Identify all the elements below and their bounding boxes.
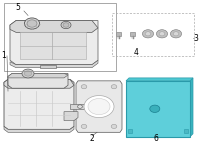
Bar <box>130 32 135 36</box>
Text: 6: 6 <box>154 134 158 143</box>
Polygon shape <box>8 74 68 78</box>
Circle shape <box>145 32 151 36</box>
Polygon shape <box>190 78 193 137</box>
Circle shape <box>81 124 87 128</box>
Text: 5: 5 <box>16 3 20 12</box>
Circle shape <box>27 20 37 27</box>
Text: 3: 3 <box>194 34 198 43</box>
Text: 4: 4 <box>134 48 138 57</box>
Polygon shape <box>4 79 74 88</box>
Polygon shape <box>76 81 122 132</box>
Polygon shape <box>70 104 84 109</box>
Bar <box>112 13 194 56</box>
Polygon shape <box>64 112 78 121</box>
Text: 2: 2 <box>90 134 94 143</box>
Bar <box>116 32 121 36</box>
Bar <box>184 129 188 133</box>
Circle shape <box>111 124 117 128</box>
Circle shape <box>88 98 110 115</box>
Polygon shape <box>40 65 56 68</box>
Circle shape <box>81 85 87 89</box>
Circle shape <box>22 69 34 78</box>
Bar <box>126 81 190 137</box>
Circle shape <box>78 105 82 108</box>
Circle shape <box>24 18 40 29</box>
Circle shape <box>159 32 165 36</box>
Circle shape <box>170 30 182 38</box>
Polygon shape <box>10 21 98 32</box>
Text: 1: 1 <box>2 51 6 60</box>
Circle shape <box>63 23 69 27</box>
Polygon shape <box>8 74 68 88</box>
Circle shape <box>156 30 168 38</box>
Circle shape <box>142 30 154 38</box>
Bar <box>4 3 116 71</box>
Polygon shape <box>10 60 98 68</box>
Circle shape <box>24 71 32 76</box>
Circle shape <box>61 21 71 29</box>
Circle shape <box>111 85 117 89</box>
Circle shape <box>84 96 114 118</box>
Polygon shape <box>4 79 74 129</box>
Polygon shape <box>20 32 86 59</box>
Polygon shape <box>4 126 74 132</box>
Circle shape <box>150 105 160 112</box>
Circle shape <box>173 32 179 36</box>
Polygon shape <box>10 21 98 65</box>
Bar <box>128 129 132 133</box>
Polygon shape <box>126 78 193 81</box>
